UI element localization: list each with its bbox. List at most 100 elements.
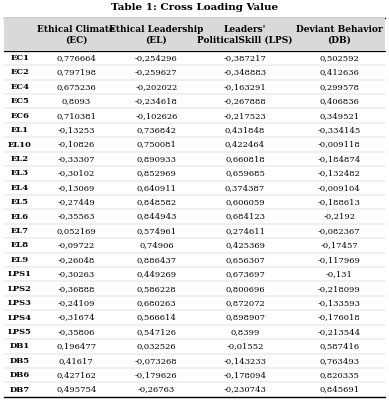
Text: 0,502592: 0,502592 xyxy=(319,54,359,62)
Text: -0,387217: -0,387217 xyxy=(224,54,266,62)
Text: 0,412636: 0,412636 xyxy=(319,68,359,76)
Text: 0,422464: 0,422464 xyxy=(225,140,265,148)
Text: DB7: DB7 xyxy=(10,386,30,394)
Text: -0,30102: -0,30102 xyxy=(58,169,95,177)
Text: 0,374387: 0,374387 xyxy=(225,184,265,192)
Text: 0,659685: 0,659685 xyxy=(225,169,265,177)
Text: 0,547126: 0,547126 xyxy=(137,328,176,336)
Text: 0,844943: 0,844943 xyxy=(136,212,177,220)
Text: LPS4: LPS4 xyxy=(8,314,32,322)
Text: 0,495754: 0,495754 xyxy=(56,386,96,394)
Text: -0,259627: -0,259627 xyxy=(135,68,178,76)
Text: Ethical Climate
(EC): Ethical Climate (EC) xyxy=(37,25,115,44)
Text: 0,710381: 0,710381 xyxy=(56,112,96,120)
Text: -0,254296: -0,254296 xyxy=(135,54,178,62)
Text: 0,675236: 0,675236 xyxy=(56,83,96,91)
Text: EC6: EC6 xyxy=(11,112,30,120)
Text: LPS2: LPS2 xyxy=(8,285,32,293)
Text: 0,74906: 0,74906 xyxy=(139,242,174,250)
Text: 0,274611: 0,274611 xyxy=(225,227,265,235)
Text: EL3: EL3 xyxy=(11,169,29,177)
Text: -0,184874: -0,184874 xyxy=(318,155,361,163)
Text: 0,736842: 0,736842 xyxy=(137,126,176,134)
Text: LPS1: LPS1 xyxy=(8,270,32,278)
Text: -0,178094: -0,178094 xyxy=(224,371,266,379)
Text: -0,179626: -0,179626 xyxy=(135,371,178,379)
Text: -0,133593: -0,133593 xyxy=(318,299,361,307)
Text: -0,26048: -0,26048 xyxy=(58,256,95,264)
Text: -0,13253: -0,13253 xyxy=(58,126,95,134)
Text: EL4: EL4 xyxy=(11,184,29,192)
Text: 0,032526: 0,032526 xyxy=(137,342,176,350)
Text: -0,348883: -0,348883 xyxy=(223,68,266,76)
Text: -0,31674: -0,31674 xyxy=(58,314,95,322)
Text: -0,35806: -0,35806 xyxy=(58,328,95,336)
Text: -0,09722: -0,09722 xyxy=(58,242,95,250)
Text: -0,2192: -0,2192 xyxy=(323,212,356,220)
Text: 0,606059: 0,606059 xyxy=(225,198,265,206)
Text: EL1: EL1 xyxy=(11,126,29,134)
Text: Ethical Leadership
(EL): Ethical Leadership (EL) xyxy=(109,25,203,44)
Text: -0,35563: -0,35563 xyxy=(58,212,95,220)
Text: EL9: EL9 xyxy=(11,256,29,264)
Text: 0,660818: 0,660818 xyxy=(225,155,265,163)
Text: -0,188613: -0,188613 xyxy=(318,198,361,206)
Text: 0,587416: 0,587416 xyxy=(319,342,359,350)
Text: EL2: EL2 xyxy=(11,155,29,163)
Text: 0,427162: 0,427162 xyxy=(56,371,96,379)
Text: 0,425369: 0,425369 xyxy=(225,242,265,250)
Text: 0,196477: 0,196477 xyxy=(56,342,96,350)
Text: 0,574961: 0,574961 xyxy=(136,227,177,235)
Text: EC2: EC2 xyxy=(11,68,30,76)
Text: -0,117969: -0,117969 xyxy=(318,256,361,264)
Text: 0,640911: 0,640911 xyxy=(137,184,176,192)
Text: -0,213544: -0,213544 xyxy=(318,328,361,336)
Text: 0,776664: 0,776664 xyxy=(56,54,96,62)
Text: -0,36888: -0,36888 xyxy=(58,285,95,293)
Text: 0,673697: 0,673697 xyxy=(225,270,265,278)
Text: 0,680263: 0,680263 xyxy=(137,299,176,307)
Text: 0,845691: 0,845691 xyxy=(319,386,359,394)
Text: 0,898907: 0,898907 xyxy=(225,314,265,322)
Text: 0,848582: 0,848582 xyxy=(136,198,177,206)
Text: 0,886437: 0,886437 xyxy=(136,256,177,264)
Text: -0,009118: -0,009118 xyxy=(318,140,361,148)
Text: 0,566614: 0,566614 xyxy=(137,314,176,322)
Text: 0,406836: 0,406836 xyxy=(319,97,359,105)
Text: -0,132482: -0,132482 xyxy=(318,169,361,177)
Text: -0,10826: -0,10826 xyxy=(58,140,95,148)
Text: 0,684123: 0,684123 xyxy=(225,212,265,220)
Text: -0,082367: -0,082367 xyxy=(318,227,361,235)
Text: -0,24109: -0,24109 xyxy=(58,299,95,307)
Text: -0,143233: -0,143233 xyxy=(224,357,266,365)
Text: -0,163291: -0,163291 xyxy=(224,83,266,91)
Text: EC5: EC5 xyxy=(11,97,30,105)
Text: -0,33307: -0,33307 xyxy=(58,155,95,163)
Text: EC4: EC4 xyxy=(11,83,30,91)
Text: DB5: DB5 xyxy=(10,357,30,365)
Text: -0,334145: -0,334145 xyxy=(318,126,361,134)
Text: -0,218099: -0,218099 xyxy=(318,285,361,293)
Text: -0,230743: -0,230743 xyxy=(224,386,266,394)
Text: EL6: EL6 xyxy=(11,212,29,220)
Text: -0,176018: -0,176018 xyxy=(318,314,361,322)
Text: -0,17457: -0,17457 xyxy=(321,242,358,250)
Text: 0,797198: 0,797198 xyxy=(56,68,96,76)
Text: -0,01552: -0,01552 xyxy=(226,342,264,350)
Text: EL8: EL8 xyxy=(11,242,29,250)
Text: 0,449269: 0,449269 xyxy=(136,270,177,278)
Text: -0,267888: -0,267888 xyxy=(224,97,266,105)
Text: 0,052169: 0,052169 xyxy=(56,227,96,235)
Text: -0,26763: -0,26763 xyxy=(138,386,175,394)
Text: 0,656307: 0,656307 xyxy=(225,256,265,264)
Text: -0,234618: -0,234618 xyxy=(135,97,178,105)
Text: -0,13069: -0,13069 xyxy=(58,184,95,192)
Text: 0,431848: 0,431848 xyxy=(225,126,265,134)
Text: DB6: DB6 xyxy=(10,371,30,379)
Text: Table 1: Cross Loading Value: Table 1: Cross Loading Value xyxy=(111,3,278,12)
Text: 0,586228: 0,586228 xyxy=(137,285,176,293)
Text: 0,750081: 0,750081 xyxy=(137,140,176,148)
Text: -0,009104: -0,009104 xyxy=(318,184,361,192)
Text: EL10: EL10 xyxy=(8,140,32,148)
Text: -0,27449: -0,27449 xyxy=(58,198,95,206)
